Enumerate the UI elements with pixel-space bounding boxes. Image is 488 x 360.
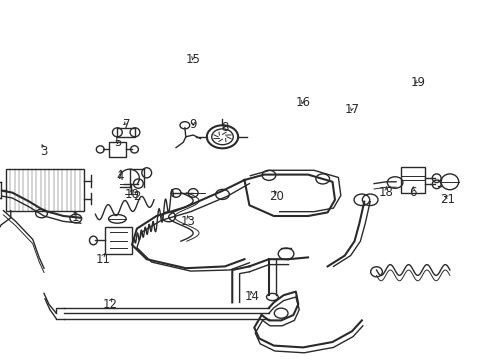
Bar [105, 227, 132, 254]
Bar [117, 128, 135, 137]
Text: 15: 15 [185, 53, 200, 66]
Text: 9: 9 [189, 118, 197, 131]
Text: 16: 16 [295, 96, 310, 109]
Text: 13: 13 [181, 215, 195, 228]
Text: 11: 11 [95, 253, 110, 266]
Text: 18: 18 [378, 186, 393, 199]
Text: 20: 20 [268, 190, 283, 203]
Text: 5: 5 [113, 136, 121, 149]
Text: 14: 14 [244, 291, 259, 303]
Text: 6: 6 [408, 186, 416, 199]
Bar [400, 167, 425, 193]
Text: 2: 2 [133, 190, 141, 203]
Text: 1: 1 [72, 211, 80, 224]
Text: 17: 17 [344, 103, 359, 116]
Bar [108, 142, 126, 157]
Text: 21: 21 [439, 193, 454, 206]
Text: 4: 4 [116, 170, 123, 183]
Text: 8: 8 [221, 121, 228, 134]
Text: 3: 3 [40, 145, 48, 158]
Text: 12: 12 [102, 298, 117, 311]
Text: 7: 7 [123, 118, 131, 131]
Text: 10: 10 [124, 188, 139, 201]
Text: 19: 19 [410, 76, 425, 89]
Bar [6, 169, 84, 211]
